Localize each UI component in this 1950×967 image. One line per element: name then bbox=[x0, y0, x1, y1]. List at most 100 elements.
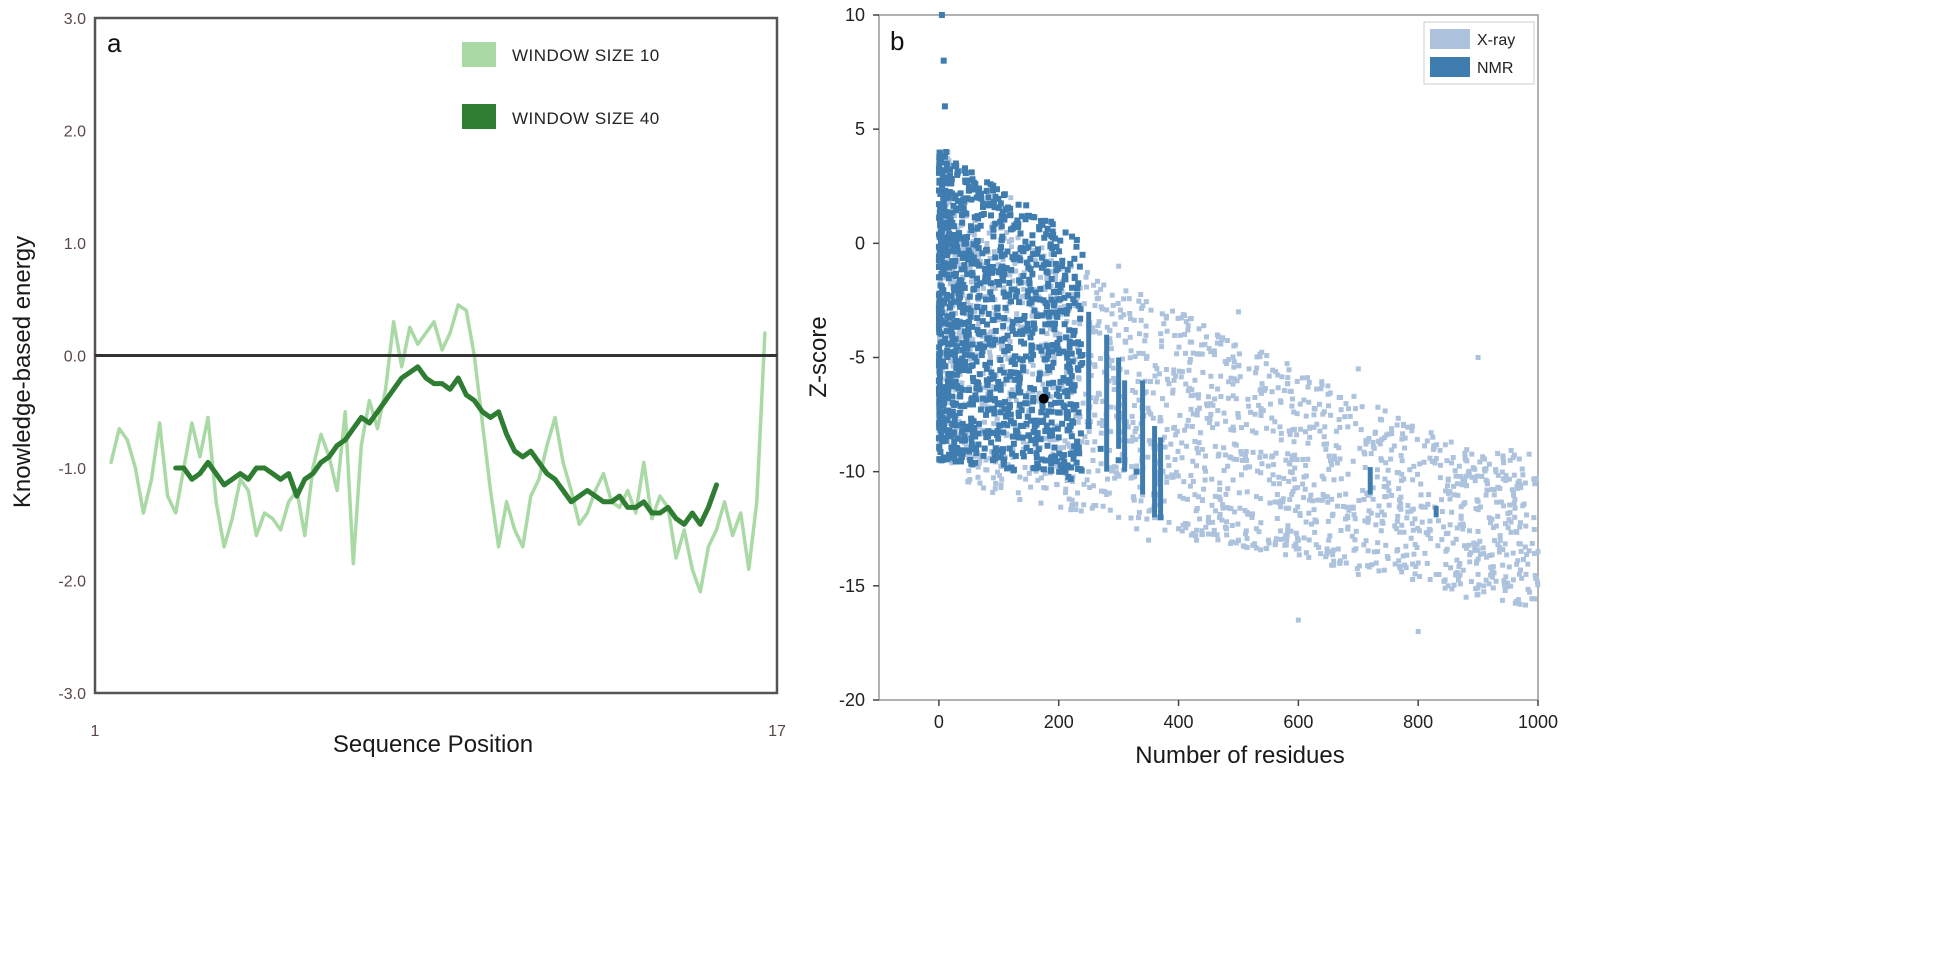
xray-point bbox=[1408, 535, 1414, 541]
xray-point bbox=[1132, 389, 1138, 395]
nmr-point bbox=[989, 202, 996, 209]
xray-point bbox=[1062, 438, 1068, 444]
xray-point bbox=[1242, 531, 1248, 537]
nmr-point bbox=[936, 382, 943, 389]
xray-point bbox=[1244, 489, 1250, 495]
xray-point bbox=[1345, 524, 1351, 530]
xray-point bbox=[1428, 430, 1434, 436]
xray-point bbox=[1206, 420, 1212, 426]
nmr-point bbox=[1059, 281, 1066, 288]
xray-point bbox=[1119, 356, 1125, 362]
xray-point bbox=[1484, 554, 1490, 560]
xray-point bbox=[976, 321, 982, 327]
xray-point bbox=[1179, 440, 1185, 446]
xray-point bbox=[1073, 507, 1079, 513]
xray-point bbox=[1306, 510, 1312, 516]
xray-point bbox=[1168, 441, 1174, 447]
xray-point bbox=[1234, 378, 1240, 384]
nmr-point bbox=[1061, 321, 1068, 328]
nmr-point bbox=[998, 264, 1005, 271]
xray-point bbox=[1136, 515, 1142, 521]
nmr-point bbox=[1075, 339, 1082, 346]
xray-point bbox=[1449, 509, 1455, 515]
nmr-point bbox=[1061, 458, 1068, 465]
xray-point bbox=[1237, 505, 1243, 511]
xray-point bbox=[1125, 438, 1131, 444]
nmr-point bbox=[975, 420, 982, 427]
nmr-point bbox=[974, 304, 981, 311]
xray-point bbox=[1427, 536, 1433, 542]
xray-point bbox=[995, 262, 1001, 268]
xray-point bbox=[1475, 355, 1481, 360]
xray-point bbox=[1266, 373, 1272, 379]
xray-point bbox=[976, 424, 982, 430]
xray-point bbox=[1258, 470, 1264, 476]
xray-point bbox=[1028, 484, 1034, 490]
nmr-point bbox=[1071, 443, 1078, 450]
nmr-point bbox=[951, 438, 958, 445]
xray-point bbox=[1466, 472, 1472, 478]
nmr-point bbox=[946, 174, 953, 181]
nmr-point bbox=[1010, 420, 1017, 427]
xray-point bbox=[1351, 547, 1357, 553]
nmr-point bbox=[936, 420, 943, 427]
nmr-point bbox=[1003, 265, 1010, 272]
xray-point bbox=[1258, 390, 1264, 396]
xray-point bbox=[1206, 346, 1212, 352]
nmr-point bbox=[953, 422, 960, 429]
nmr-point bbox=[1054, 425, 1061, 432]
xray-point bbox=[1445, 530, 1451, 536]
xray-point bbox=[1472, 547, 1478, 553]
xray-point bbox=[1486, 461, 1492, 467]
xray-point bbox=[1237, 374, 1243, 380]
xray-point bbox=[1253, 430, 1259, 436]
xray-point bbox=[1108, 465, 1114, 471]
xray-point bbox=[1370, 439, 1376, 445]
xray-point bbox=[1510, 577, 1516, 583]
nmr-point bbox=[1055, 289, 1062, 296]
nmr-point bbox=[1024, 413, 1031, 420]
nmr-point bbox=[944, 194, 951, 201]
nmr-point bbox=[1027, 334, 1034, 341]
nmr-point bbox=[1014, 254, 1021, 261]
xray-point bbox=[1181, 479, 1187, 485]
xray-point bbox=[1318, 551, 1324, 557]
nmr-point bbox=[942, 427, 949, 434]
xray-point bbox=[1298, 426, 1304, 432]
nmr-point bbox=[990, 225, 997, 232]
xray-point bbox=[1314, 421, 1320, 427]
xray-point bbox=[1334, 460, 1340, 466]
xray-point bbox=[1493, 523, 1499, 529]
xray-point bbox=[1012, 260, 1018, 266]
nmr-point bbox=[1036, 226, 1043, 233]
xray-point bbox=[1239, 451, 1245, 457]
xray-point bbox=[1234, 457, 1240, 463]
xray-point bbox=[1095, 390, 1101, 396]
xray-point bbox=[1454, 481, 1460, 487]
xray-point bbox=[1115, 332, 1121, 338]
panel-b-points bbox=[935, 12, 1541, 634]
xray-point bbox=[1502, 587, 1508, 593]
xray-point bbox=[1107, 507, 1113, 513]
xray-point bbox=[1164, 427, 1170, 433]
nmr-point bbox=[1001, 213, 1008, 220]
xray-point bbox=[1219, 517, 1225, 523]
xray-point bbox=[1362, 464, 1368, 470]
xray-point bbox=[1173, 469, 1179, 475]
nmr-point bbox=[938, 428, 945, 435]
xray-point bbox=[1535, 549, 1541, 555]
xray-point bbox=[1090, 325, 1096, 331]
xray-point bbox=[1134, 526, 1140, 532]
xray-point bbox=[1249, 428, 1255, 434]
xray-point bbox=[1256, 402, 1262, 408]
xray-point bbox=[1439, 537, 1445, 543]
xray-point bbox=[1239, 457, 1245, 463]
xray-point bbox=[1361, 542, 1367, 548]
xray-point bbox=[1477, 551, 1483, 557]
xray-point bbox=[1035, 398, 1041, 404]
panel-a-y-tick-label: 2.0 bbox=[64, 124, 86, 141]
xray-point bbox=[1148, 439, 1154, 445]
nmr-point bbox=[952, 378, 959, 385]
xray-point bbox=[1196, 494, 1202, 500]
nmr-point bbox=[969, 186, 976, 193]
